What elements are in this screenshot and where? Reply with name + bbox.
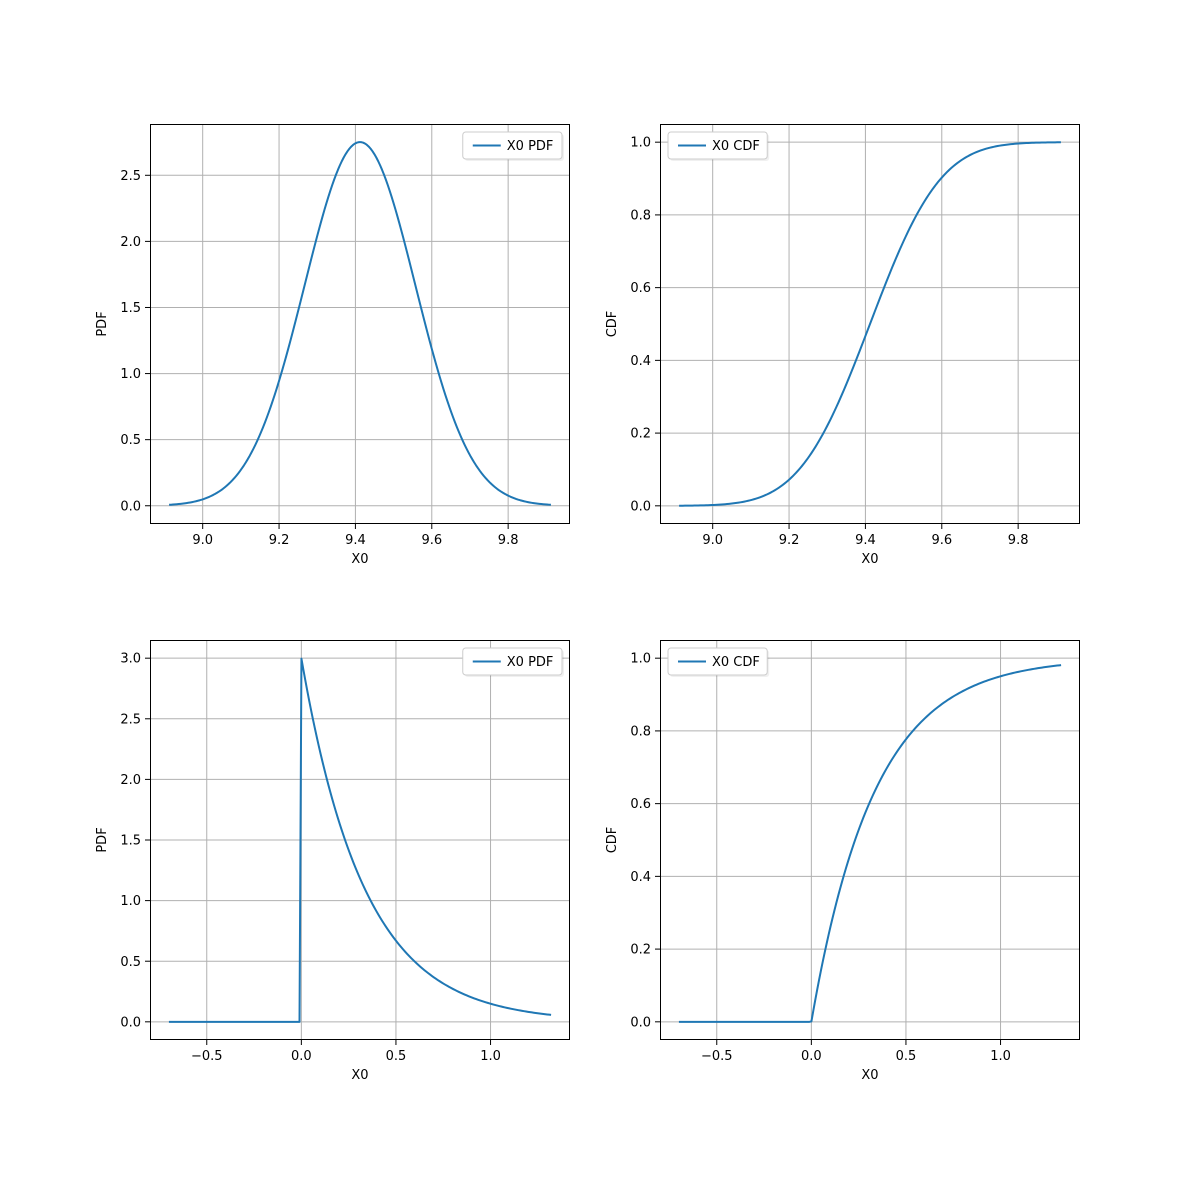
ytick-label: 1.5 (120, 834, 141, 849)
xlabel: X0 (351, 552, 368, 567)
xtick-label: 9.8 (1008, 533, 1029, 548)
ytick-label: 0.8 (630, 208, 651, 223)
axes-frame (661, 641, 1080, 1040)
xtick-label: 9.2 (779, 533, 800, 548)
xtick-label: 0.5 (896, 1049, 917, 1064)
ytick-label: 0.0 (120, 1015, 141, 1030)
ytick-label: 0.2 (630, 427, 651, 442)
xlabel: X0 (861, 1068, 878, 1083)
ytick-label: 0.6 (630, 281, 651, 296)
xtick-label: 9.6 (931, 533, 952, 548)
legend: X0 PDF (463, 648, 564, 677)
ytick-label: 0.8 (630, 724, 651, 739)
ytick-label: 0.5 (120, 955, 141, 970)
data-line (169, 142, 551, 505)
xtick-label: 0.0 (801, 1049, 822, 1064)
xtick-label: 9.8 (498, 533, 519, 548)
xtick-label: 9.4 (855, 533, 876, 548)
legend: X0 PDF (463, 132, 564, 161)
ytick-label: 0.5 (120, 433, 141, 448)
xtick-label: −0.5 (701, 1049, 733, 1064)
ytick-label: 0.0 (630, 1015, 651, 1030)
xtick-label: 0.0 (291, 1049, 312, 1064)
subplot-ax00: 9.0 9.2 9.4 9.6 9.8 0.0 0.5 1.0 1.5 2.0 2.5 X0 PDF X0… (92, 120, 574, 574)
xtick-label: 9.4 (345, 533, 366, 548)
ytick-label: 1.0 (630, 136, 651, 151)
ytick-label: 0.4 (630, 870, 651, 885)
axes-frame (151, 125, 570, 524)
ytick-label: 0.0 (630, 499, 651, 514)
ytick-label: 1.0 (120, 367, 141, 382)
legend-label: X0 PDF (507, 655, 554, 670)
xtick-label: −0.5 (191, 1049, 223, 1064)
xtick-label: 1.0 (480, 1049, 501, 1064)
ylabel: PDF (95, 311, 110, 336)
legend-label: X0 CDF (712, 655, 760, 670)
subplot-ax10: −0.5 0.0 0.5 1.0 0.0 0.5 1.0 1.5 2.0 2.5 3.0 X0 PDF X… (92, 636, 574, 1090)
ytick-label: 0.0 (120, 499, 141, 514)
ytick-label: 3.0 (120, 652, 141, 667)
subplot-ax01: 9.0 9.2 9.4 9.6 9.8 0.0 0.2 0.4 0.6 0.8 1.0 X0 CDF X0… (602, 120, 1084, 574)
ytick-label: 0.6 (630, 797, 651, 812)
xlabel: X0 (351, 1068, 368, 1083)
ytick-label: 2.0 (120, 235, 141, 250)
ylabel: PDF (95, 827, 110, 852)
ytick-label: 1.5 (120, 301, 141, 316)
xlabel: X0 (861, 552, 878, 567)
ytick-label: 0.2 (630, 943, 651, 958)
subplot-ax11: −0.5 0.0 0.5 1.0 0.0 0.2 0.4 0.6 0.8 1.0 X0 CDF X0 C… (602, 636, 1084, 1090)
ytick-label: 2.5 (120, 169, 141, 184)
ylabel: CDF (605, 827, 620, 854)
ytick-label: 1.0 (120, 894, 141, 909)
ytick-label: 1.0 (630, 652, 651, 667)
ylabel: CDF (605, 311, 620, 338)
figure: 9.0 9.2 9.4 9.6 9.8 0.0 0.5 1.0 1.5 2.0 2.5 X0 PDF X0… (0, 0, 1200, 1200)
legend-label: X0 CDF (712, 139, 760, 154)
xtick-label: 9.2 (269, 533, 290, 548)
legend-label: X0 PDF (507, 139, 554, 154)
ytick-label: 2.0 (120, 773, 141, 788)
legend: X0 CDF (668, 648, 769, 677)
xtick-label: 9.0 (192, 533, 213, 548)
xtick-label: 9.6 (421, 533, 442, 548)
data-line (679, 142, 1061, 505)
ytick-label: 2.5 (120, 712, 141, 727)
legend: X0 CDF (668, 132, 769, 161)
xtick-label: 0.5 (386, 1049, 407, 1064)
xtick-label: 1.0 (990, 1049, 1011, 1064)
ytick-label: 0.4 (630, 354, 651, 369)
data-line (679, 665, 1061, 1022)
xtick-label: 9.0 (702, 533, 723, 548)
